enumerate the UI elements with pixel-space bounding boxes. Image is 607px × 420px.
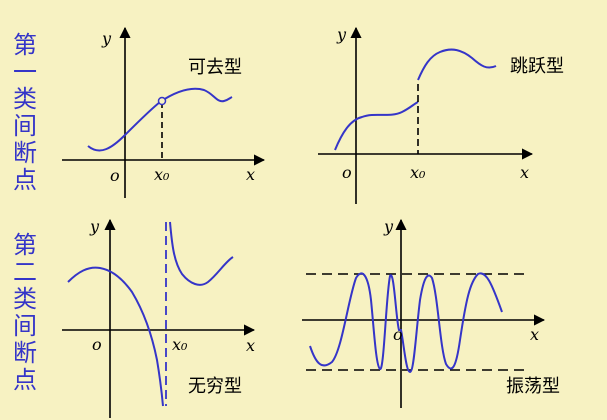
origin-label: o — [110, 166, 120, 185]
x-axis-label: x — [520, 163, 529, 182]
side-char: 一 — [13, 58, 37, 86]
type-label: 振荡型 — [506, 376, 560, 397]
x-axis-label: x — [246, 165, 255, 184]
y-axis-label: y — [101, 29, 112, 48]
origin-label: o — [393, 325, 403, 344]
side-char: 第 — [13, 31, 37, 59]
y-axis-label: y — [383, 217, 394, 236]
curve-right — [417, 48, 497, 81]
removed-point-circle — [157, 96, 167, 106]
infinite-panel: y x o x₀ 无穷型 — [62, 217, 256, 418]
x-axis-label: x — [530, 325, 539, 344]
origin-label: o — [342, 163, 352, 182]
side-char: 间 — [13, 112, 37, 140]
side-char: 类 — [13, 285, 37, 313]
x0-label: x₀ — [410, 163, 426, 182]
type-label: 可去型 — [188, 57, 242, 78]
y-axis-label: y — [336, 25, 347, 44]
side-char: 第 — [13, 231, 37, 259]
side-char: 点 — [13, 366, 37, 394]
oscillating-panel: y x o 振荡型 — [302, 217, 560, 408]
curve-right — [169, 221, 234, 286]
origin-label: o — [92, 335, 102, 354]
side-char: 断 — [13, 139, 37, 167]
curve-left — [334, 101, 419, 151]
type-label: 跳跃型 — [510, 56, 564, 77]
type-label: 无穷型 — [188, 376, 242, 397]
side-char: 间 — [13, 312, 37, 340]
jump-panel: y x o x₀ 跳跃型 — [318, 25, 564, 204]
curve-left — [67, 266, 164, 407]
curve — [87, 87, 233, 152]
second-kind-discontinuity-label: 第 二 类 间 断 点 — [10, 232, 40, 394]
y-axis-label: y — [89, 217, 100, 236]
x0-label: x₀ — [172, 335, 188, 354]
x0-label: x₀ — [154, 165, 170, 184]
side-char: 类 — [13, 85, 37, 113]
side-char: 二 — [13, 258, 37, 286]
side-char: 断 — [13, 339, 37, 367]
x-axis-label: x — [246, 336, 255, 355]
oscillating-curve — [309, 272, 503, 374]
removable-panel: y x o x₀ 可去型 — [62, 26, 266, 198]
side-char: 点 — [13, 166, 37, 194]
first-kind-discontinuity-label: 第 一 类 间 断 点 — [10, 32, 40, 194]
